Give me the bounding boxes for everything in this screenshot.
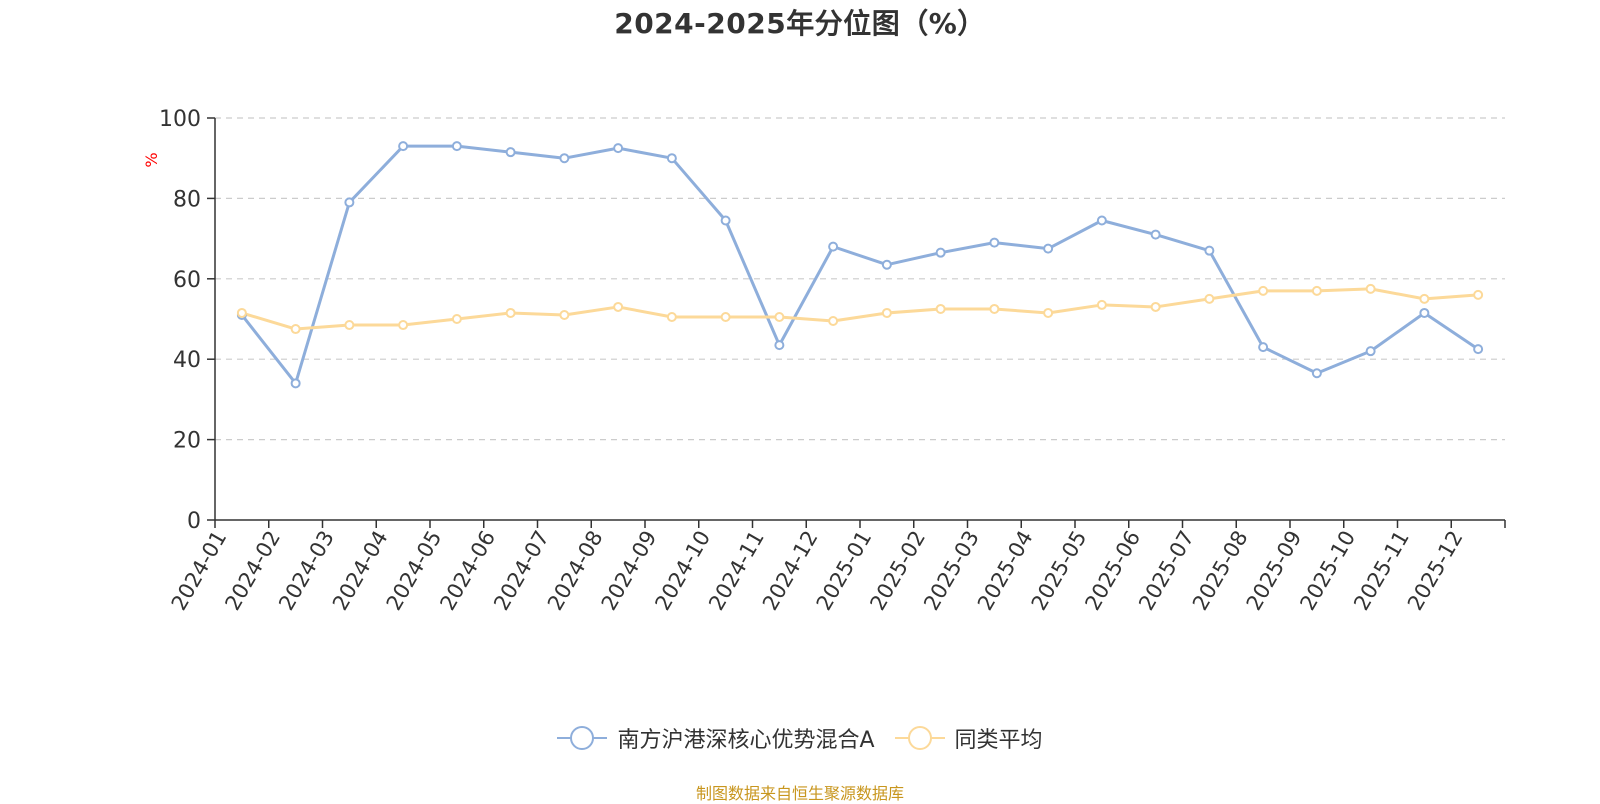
chart-title: 2024-2025年分位图（%） (614, 7, 986, 40)
data-point-peer-average[interactable] (505, 307, 516, 318)
data-point-peer-average[interactable] (1150, 301, 1161, 312)
data-point-peer-average[interactable] (290, 324, 301, 335)
data-point-fund[interactable] (935, 247, 946, 258)
y-tick-label: 0 (187, 509, 201, 534)
series-line-fund (240, 144, 1479, 385)
data-point-peer-average[interactable] (1204, 293, 1215, 304)
y-tick-label: 80 (173, 187, 201, 212)
data-point-peer-average[interactable] (720, 311, 731, 322)
data-point-fund[interactable] (774, 340, 785, 351)
legend-item-fund[interactable]: 南方沪港深核心优势混合A (557, 722, 875, 754)
legend-item-peer-average[interactable]: 同类平均 (894, 722, 1043, 754)
data-point-fund[interactable] (613, 143, 624, 154)
y-tick-label: 20 (173, 429, 201, 454)
data-point-fund[interactable] (666, 153, 677, 164)
data-point-fund[interactable] (1473, 344, 1484, 355)
data-point-peer-average[interactable] (559, 309, 570, 320)
legend-label-peer-average: 同类平均 (954, 728, 1043, 753)
data-point-fund[interactable] (1258, 342, 1269, 353)
y-tick-label: 60 (173, 268, 201, 293)
legend-label-fund: 南方沪港深核心优势混合A (617, 728, 875, 753)
data-point-fund[interactable] (1311, 368, 1322, 379)
source-note: 制图数据来自恒生聚源数据库 (695, 784, 904, 803)
data-point-peer-average[interactable] (613, 301, 624, 312)
data-point-fund[interactable] (1365, 346, 1376, 357)
data-point-peer-average[interactable] (451, 314, 462, 324)
data-point-fund[interactable] (1150, 229, 1161, 240)
series-lines (236, 141, 1484, 389)
data-point-peer-average[interactable] (1311, 285, 1322, 296)
data-point-fund[interactable] (989, 237, 1000, 248)
legend-swatch-fund (557, 726, 608, 750)
data-point-peer-average[interactable] (828, 316, 839, 327)
data-point-fund[interactable] (1204, 245, 1215, 256)
data-point-fund[interactable] (344, 197, 355, 208)
legend-swatch-peer-average (894, 726, 945, 750)
data-point-peer-average[interactable] (881, 307, 892, 318)
y-tick-label: 40 (173, 348, 201, 373)
data-point-peer-average[interactable] (1365, 283, 1376, 294)
data-point-fund[interactable] (398, 141, 409, 152)
data-point-peer-average[interactable] (1419, 293, 1430, 304)
data-point-peer-average[interactable] (398, 320, 409, 331)
data-point-fund[interactable] (505, 147, 516, 158)
data-point-peer-average[interactable] (344, 320, 355, 331)
data-point-fund[interactable] (1419, 307, 1430, 318)
data-point-fund[interactable] (451, 141, 462, 152)
data-point-peer-average[interactable] (1473, 289, 1484, 300)
legend: 南方沪港深核心优势混合A 同类平均 (0, 722, 1600, 754)
data-point-fund[interactable] (720, 215, 731, 226)
y-axis-label: % (142, 152, 161, 167)
data-point-fund[interactable] (881, 259, 892, 270)
grid-lines (215, 117, 1505, 441)
data-point-fund[interactable] (828, 241, 839, 252)
data-point-peer-average[interactable] (1258, 285, 1269, 296)
data-point-peer-average[interactable] (774, 311, 785, 322)
data-point-peer-average[interactable] (236, 307, 247, 318)
data-point-fund[interactable] (290, 378, 301, 389)
data-point-peer-average[interactable] (989, 303, 1000, 314)
axes: 0204060801002024-012024-022024-032024-04… (159, 107, 1506, 614)
data-point-peer-average[interactable] (935, 303, 946, 314)
series-line-peer-average (241, 287, 1479, 331)
data-point-peer-average[interactable] (666, 311, 677, 322)
data-point-fund[interactable] (1096, 215, 1107, 226)
data-point-peer-average[interactable] (1043, 307, 1054, 318)
data-point-fund[interactable] (559, 153, 570, 164)
data-point-fund[interactable] (1043, 243, 1054, 254)
data-point-peer-average[interactable] (1096, 299, 1107, 310)
y-tick-label: 100 (159, 107, 201, 132)
